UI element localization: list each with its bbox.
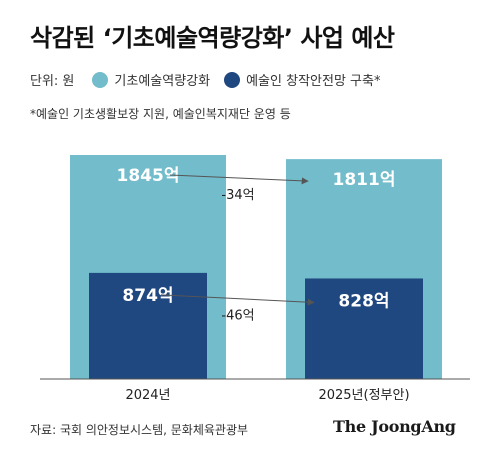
legend-swatch-basic-arts: [92, 71, 109, 88]
change-arrow-0: [169, 174, 309, 185]
bar-safety-net-1: [305, 278, 423, 379]
legend-swatch-safety-net: [224, 71, 241, 88]
legend-item-safety-net: 예술인 창작안전망 구축*: [224, 70, 380, 89]
legend-label-safety-net: 예술인 창작안전망 구축*: [246, 74, 381, 89]
source-note: 자료: 국회 의안정보시스템, 문화체육관광부: [30, 423, 249, 437]
value-label-safety-net-1: 828억: [338, 291, 389, 311]
chart-title: 삭감된 ‘기초예술역량강화’ 사업 예산: [30, 24, 395, 52]
change-arrow-1: [160, 294, 315, 306]
bar-safety-net-0: [89, 272, 207, 379]
legend-label-basic-arts: 기초예술역량강화: [114, 74, 211, 89]
value-label-basic-arts-1: 1811억: [333, 170, 396, 190]
category-label-0: 2024년: [125, 388, 170, 403]
change-label-0: -34억: [221, 188, 254, 203]
category-label-1: 2025년(정부안): [318, 388, 409, 403]
footnote: *예술인 기초생활보장 지원, 예술인복지재단 운영 등: [30, 107, 291, 121]
legend-item-basic-arts: 기초예술역량강화: [92, 70, 210, 89]
change-label-1: -46억: [221, 309, 254, 324]
value-label-safety-net-0: 874억: [122, 286, 173, 306]
value-label-basic-arts-0: 1845억: [117, 166, 180, 186]
publisher-logo: The JoongAng: [333, 417, 456, 436]
unit-label: 단위: 원: [30, 74, 75, 89]
legend: 단위: 원 기초예술역량강화 예술인 창작안전망 구축*: [30, 70, 394, 89]
